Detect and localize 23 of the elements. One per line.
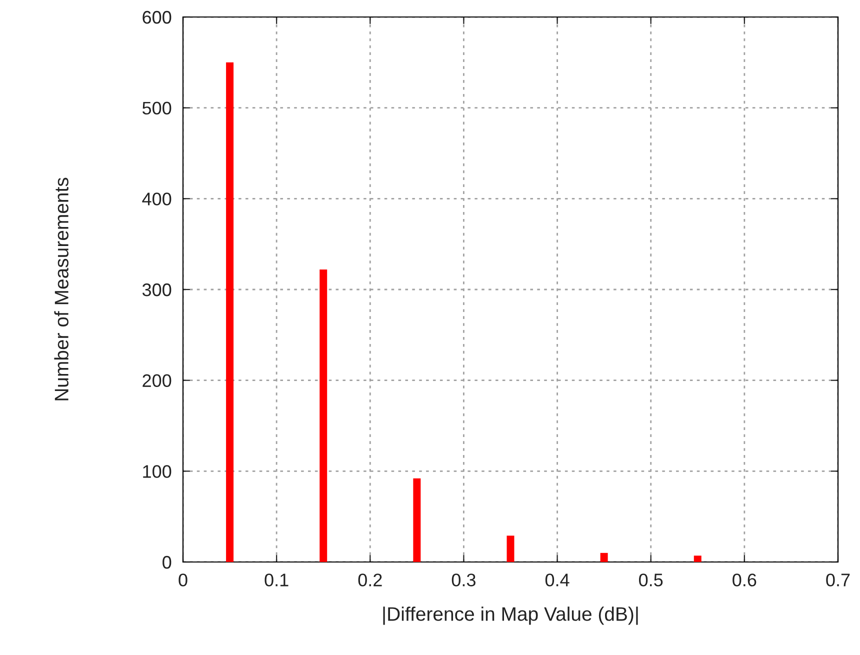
- x-tick-label: 0.2: [358, 574, 382, 586]
- x-tick-label: 0.4: [545, 574, 570, 586]
- x-tick-label: 0.6: [732, 574, 756, 586]
- bar: [320, 270, 328, 562]
- x-axis-title: |Difference in Map Value (dB)|: [383, 606, 638, 625]
- x-tick-label: 0.1: [264, 574, 288, 586]
- bar: [413, 478, 421, 562]
- x-tick-label: 0.3: [452, 574, 476, 586]
- x-tick-label: 0: [178, 574, 188, 586]
- y-tick-label: 300: [142, 283, 172, 296]
- bar: [226, 62, 234, 562]
- bar: [694, 556, 702, 562]
- x-tick-label: 0.7: [826, 574, 850, 586]
- y-axis-title: Number of Measurements: [54, 178, 68, 400]
- y-tick-label: 500: [142, 102, 172, 115]
- bar: [600, 552, 608, 562]
- y-tick-label: 0: [162, 556, 172, 569]
- x-tick-label: 0.5: [639, 574, 663, 586]
- y-tick-label: 600: [142, 10, 172, 24]
- y-tick-label: 400: [142, 192, 172, 206]
- y-tick-label: 100: [143, 465, 172, 478]
- y-tick-label: 200: [142, 374, 172, 388]
- bar: [506, 536, 514, 562]
